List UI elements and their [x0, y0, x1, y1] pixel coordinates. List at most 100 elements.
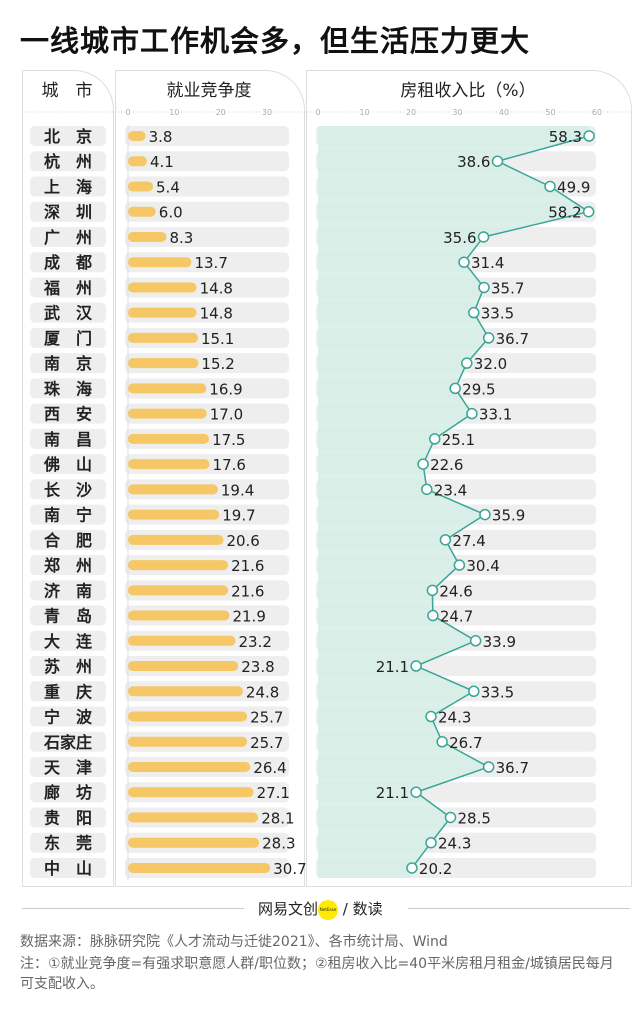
city-label: 杭 州 [44, 152, 92, 171]
city-pill [30, 201, 106, 222]
city-label: 武 汉 [44, 304, 93, 323]
employment-value-label: 17.6 [213, 456, 246, 474]
rent-value-label: 28.5 [458, 809, 491, 827]
employment-value-label: 24.8 [246, 683, 279, 701]
city-label: 深 圳 [44, 203, 92, 222]
city-pill [30, 327, 106, 348]
city-label: 大 连 [44, 632, 93, 651]
rent-point [421, 483, 433, 496]
city-label: 上 海 [44, 177, 92, 196]
employment-bar [128, 383, 207, 394]
employment-value-label: 15.1 [201, 330, 234, 348]
employment-value-label: 21.9 [232, 608, 265, 626]
employment-value-label: 25.7 [250, 734, 283, 752]
employment-bar [128, 156, 147, 167]
employment-row-bg [125, 176, 289, 197]
rent-value-label: 24.3 [438, 835, 471, 853]
city-pill [30, 529, 106, 550]
rent-point [406, 862, 418, 874]
city-label: 天 津 [44, 758, 92, 777]
rent-value-label: 33.1 [479, 406, 512, 424]
employment-value-label: 23.2 [238, 633, 271, 651]
rent-point [582, 205, 595, 218]
city-pill [30, 630, 106, 651]
city-pill [30, 226, 106, 247]
city-label: 南 昌 [44, 430, 92, 449]
employment-bar [128, 787, 254, 798]
rent-point [491, 155, 504, 167]
employment-bar [128, 307, 197, 318]
rent-value-label: 33.5 [481, 305, 514, 323]
footer-divider-right [408, 908, 630, 909]
city-label: 珠 海 [44, 379, 92, 398]
employment-bar [128, 181, 154, 192]
rent-point [417, 458, 429, 470]
employment-bar [128, 661, 239, 672]
city-label: 中 山 [44, 859, 92, 878]
employment-tick-label: 10 [169, 108, 179, 117]
rent-value-label: 21.1 [376, 658, 409, 676]
city-panel [22, 70, 114, 887]
city-pill [30, 580, 106, 601]
rent-point [583, 130, 595, 142]
city-pill [30, 605, 106, 626]
city-pill [30, 782, 106, 803]
city-label: 济 南 [44, 581, 92, 600]
employment-value-label: 17.0 [210, 406, 243, 424]
rent-value-label: 33.9 [483, 633, 516, 651]
rent-panel [306, 70, 632, 887]
employment-value-label: 28.3 [262, 835, 295, 853]
employment-value-label: 15.2 [201, 355, 234, 373]
employment-value-label: 14.8 [200, 305, 233, 323]
rent-value-label: 38.6 [457, 153, 490, 171]
city-pill [30, 176, 106, 197]
city-pill [30, 403, 106, 424]
employment-value-label: 16.9 [209, 380, 242, 398]
employment-bar [128, 862, 271, 873]
city-label: 石家庄 [43, 733, 92, 752]
city-pill [30, 832, 106, 853]
city-label: 郑 州 [44, 556, 92, 575]
rent-point [436, 736, 448, 748]
employment-bar [128, 711, 248, 722]
rent-value-label: 26.7 [449, 734, 482, 752]
rent-value-label: 49.9 [557, 178, 590, 196]
city-label: 成 都 [44, 253, 92, 272]
employment-bar [128, 812, 259, 823]
rent-value-label: 20.2 [419, 860, 452, 878]
employment-value-label: 13.7 [194, 254, 227, 272]
employment-bar [128, 686, 243, 697]
employment-value-label: 19.7 [222, 507, 255, 525]
employment-value-label: 21.6 [231, 582, 264, 600]
employment-value-label: 27.1 [257, 784, 290, 802]
employment-bar [128, 509, 220, 520]
rent-value-label: 35.6 [443, 229, 476, 247]
rent-point [449, 382, 461, 395]
rent-point [410, 786, 422, 798]
city-pill [30, 681, 106, 702]
city-pill [30, 252, 106, 273]
rent-value-label: 33.5 [481, 683, 514, 701]
employment-value-label: 5.4 [156, 178, 180, 196]
rent-point [444, 811, 457, 824]
rent-header: 房租收入比（%） [400, 81, 536, 101]
rent-tick-label: 60 [592, 108, 602, 117]
employment-row-bg [125, 151, 289, 172]
rent-point [427, 609, 439, 622]
employment-bar [128, 358, 199, 369]
rent-tick-label: 40 [499, 108, 509, 117]
city-pill [30, 277, 106, 298]
employment-value-label: 6.0 [159, 204, 183, 222]
employment-value-label: 8.3 [169, 229, 193, 247]
employment-bar [128, 484, 218, 495]
rent-value-label: 31.4 [471, 254, 504, 272]
city-pill [30, 706, 106, 727]
employment-bar [128, 459, 210, 470]
city-label: 东 莞 [44, 834, 92, 853]
source-note: 数据来源：脉脉研究院《人才流动与迁徙2021》、各市统计局、Wind [20, 934, 448, 950]
rent-point [428, 433, 441, 445]
rent-point [439, 534, 452, 546]
rent-point [410, 660, 422, 672]
rent-value-label: 29.5 [462, 380, 495, 398]
rent-point [461, 357, 473, 369]
